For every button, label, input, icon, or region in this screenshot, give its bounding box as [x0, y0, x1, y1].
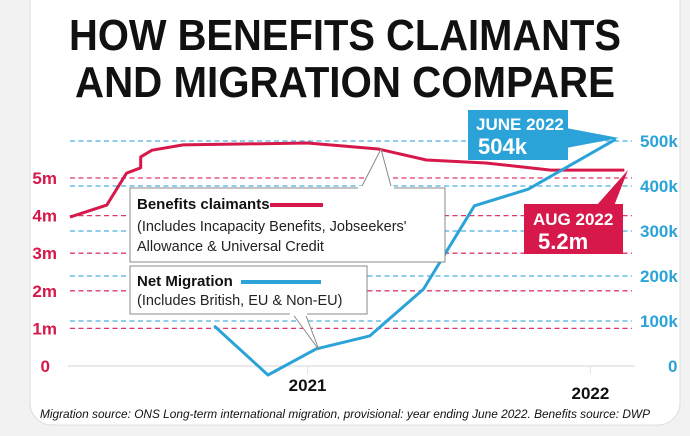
migration-legend-box: [129, 265, 368, 315]
x-tick-label: 2022: [571, 384, 609, 403]
x-tick-label: 2021: [289, 376, 327, 395]
june-2022-label: JUNE 2022: [476, 115, 564, 134]
right-tick-label: 300k: [640, 222, 678, 241]
title-line-1: HOW BENEFITS CLAIMANTS: [69, 11, 621, 60]
aug-2022-badge: [524, 204, 623, 254]
left-tick-label: 3m: [32, 244, 57, 263]
benefits-legend-desc-1: (Includes Incapacity Benefits, Jobseeker…: [137, 219, 407, 235]
left-tick-label: 0: [41, 357, 50, 376]
left-tick-label: 2m: [32, 282, 57, 301]
june-2022-badge: [468, 110, 568, 160]
net-migration-line: [213, 137, 617, 377]
left-tick-label: 1m: [32, 319, 57, 338]
benefits-claimants-line: [69, 141, 625, 219]
june-callout-pointer: [566, 128, 619, 148]
aug-2022-label: AUG 2022: [533, 210, 613, 229]
benefits-legend-title: Benefits claimants: [137, 196, 270, 213]
benefits-legend-box: [129, 187, 446, 263]
right-tick-label: 400k: [640, 177, 678, 196]
left-tick-label: 5m: [32, 169, 57, 188]
title-line-2: AND MIGRATION COMPARE: [75, 58, 615, 107]
source-note: Migration source: ONS Long-term internat…: [40, 409, 650, 421]
right-tick-label: 0: [668, 357, 677, 376]
right-tick-label: 100k: [640, 312, 678, 331]
benefits-legend-desc-2: Allowance & Universal Credit: [137, 239, 324, 255]
june-2022-value: 504k: [478, 134, 528, 159]
right-tick-label: 500k: [640, 132, 678, 151]
aug-callout-pointer: [596, 170, 628, 206]
aug-2022-value: 5.2m: [538, 229, 588, 254]
left-tick-label: 4m: [32, 207, 57, 226]
migration-legend-desc: (Includes British, EU & Non-EU): [137, 293, 342, 309]
right-tick-label: 200k: [640, 267, 678, 286]
migration-legend-title: Net Migration: [137, 273, 233, 290]
